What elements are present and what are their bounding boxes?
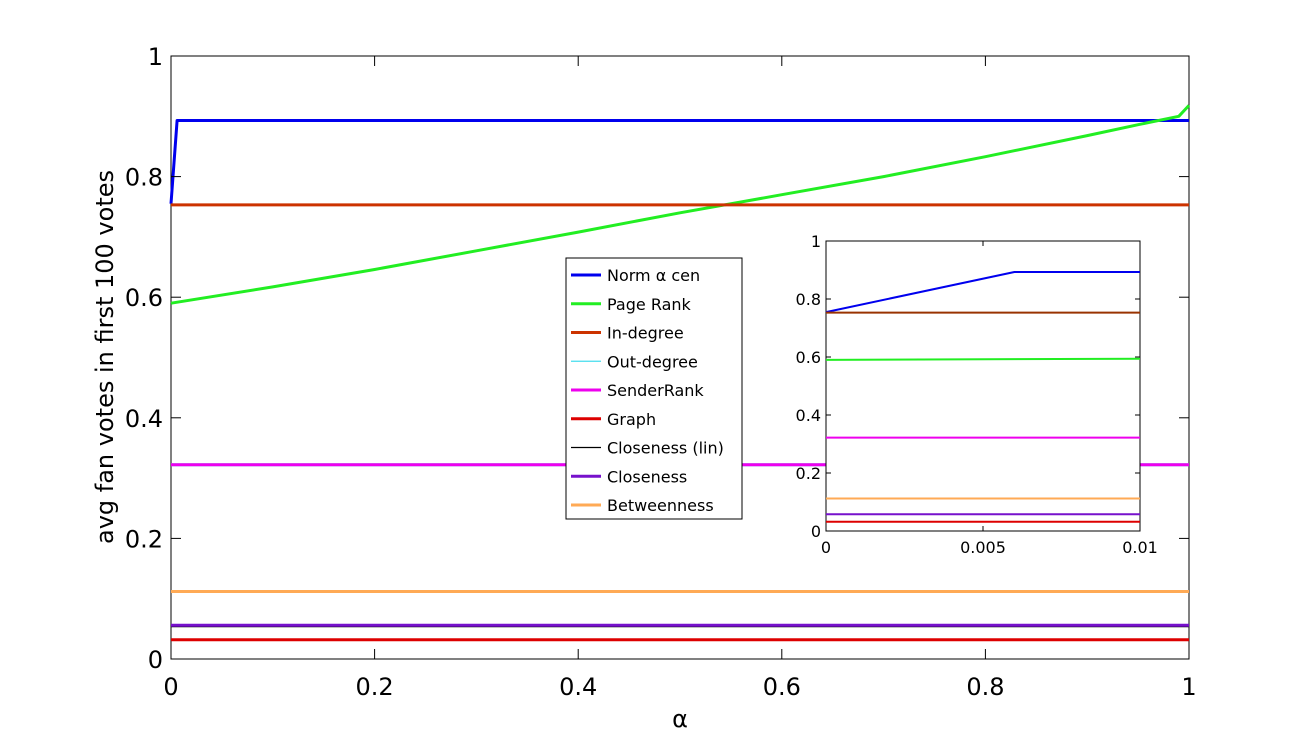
- main-y-tick-label: 1: [148, 43, 163, 71]
- inset-plot: 0 0.005 0.01 0 0.2 0.4 0.6 0.8 1: [796, 232, 1158, 557]
- main-y-tick-label: 0.8: [125, 164, 163, 192]
- legend-label-norm-cen: Norm α cen: [607, 266, 700, 285]
- legend-items: Norm α cen Page Rank In-degree Out-degree Se…: [571, 266, 724, 515]
- main-y-tick-label: 0: [148, 646, 163, 674]
- main-series-norm-cen: [169, 119, 1189, 204]
- main-x-tick-label: 1: [1181, 673, 1196, 701]
- inset-series-norm-cen: [825, 271, 1140, 314]
- inset-x-axis: 0 0.005 0.01: [821, 241, 1158, 557]
- legend-label-closeness: Closeness: [607, 467, 687, 486]
- legend: Norm α cen Page Rank In-degree Out-degree Se…: [565, 257, 743, 520]
- inset-y-axis: 0 0.2 0.4 0.6 0.8 1: [796, 232, 1140, 541]
- inset-x-tick-label: 0: [821, 538, 831, 557]
- inset-y-tick-label: 1: [811, 232, 821, 251]
- main-x-axis: 0 0.2 0.4 0.6 0.8 1: [163, 56, 1197, 701]
- main-y-axis: 0 0.2 0.4 0.6 0.8 1: [125, 43, 1189, 674]
- main-series-page-rank: [170, 104, 1191, 305]
- inset-y-tick-label: 0.2: [796, 464, 821, 483]
- legend-label-graph: Graph: [607, 410, 656, 429]
- legend-label-out-degree: Out-degree: [607, 352, 698, 371]
- inset-y-tick-label: 0.4: [796, 406, 821, 425]
- legend-label-senderrank: SenderRank: [607, 381, 704, 400]
- inset-y-tick-label: 0: [811, 522, 821, 541]
- main-y-tick-label: 0.6: [125, 284, 163, 312]
- inset-plot-area: [825, 240, 1141, 532]
- inset-lines: [825, 271, 1141, 523]
- main-x-tick-label: 0: [163, 673, 178, 701]
- inset-x-tick-label: 0.005: [960, 538, 1006, 557]
- main-x-tick-label: 0.6: [763, 673, 801, 701]
- legend-label-betweenness: Betweenness: [607, 496, 714, 515]
- inset-series-page-rank: [825, 357, 1141, 361]
- main-y-tick-label: 0.4: [125, 405, 163, 433]
- main-y-tick-label: 0.2: [125, 525, 163, 553]
- inset-x-tick-label: 0.01: [1122, 538, 1158, 557]
- main-x-tick-label: 0.2: [356, 673, 394, 701]
- x-axis-label: α: [672, 705, 688, 733]
- y-axis-label: avg fan votes in first 100 votes: [91, 170, 119, 544]
- legend-label-closeness-lin: Closeness (lin): [607, 439, 724, 458]
- legend-label-page-rank: Page Rank: [607, 295, 692, 314]
- main-x-tick-label: 0.4: [559, 673, 597, 701]
- inset-y-tick-label: 0.8: [796, 290, 821, 309]
- inset-y-tick-label: 0.6: [796, 348, 821, 367]
- legend-label-in-degree: In-degree: [607, 324, 684, 343]
- main-x-tick-label: 0.8: [966, 673, 1004, 701]
